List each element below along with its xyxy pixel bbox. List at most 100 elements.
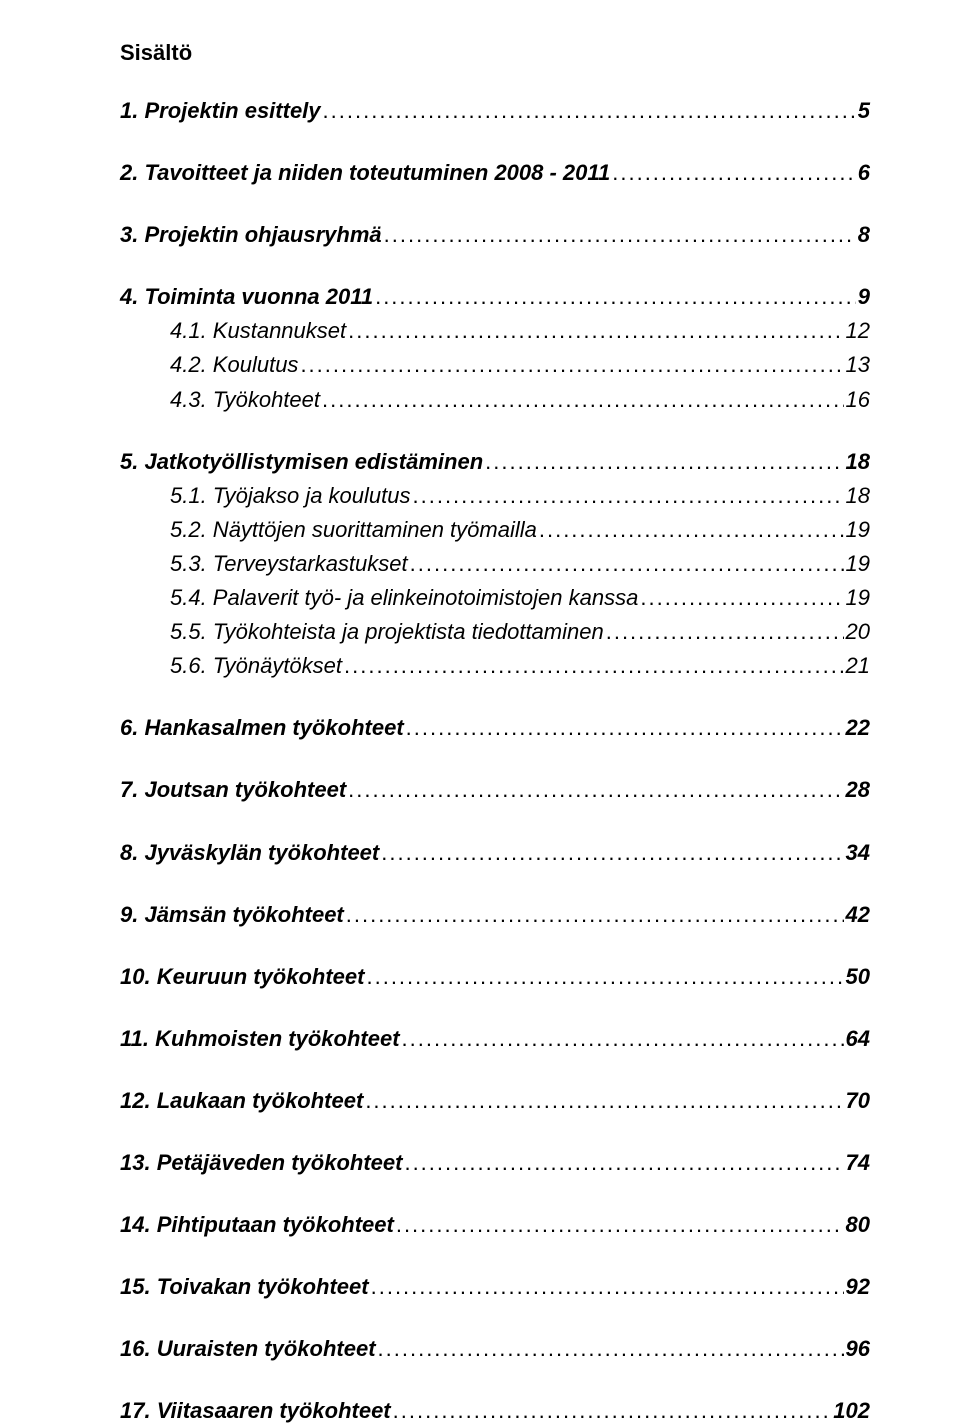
toc-entry-label: 5. Jatkotyöllistymisen edistäminen — [120, 445, 483, 479]
toc-gap — [120, 252, 870, 280]
toc-gap — [120, 683, 870, 711]
toc-gap — [120, 1366, 870, 1394]
toc-entry-label: 15. Toivakan työkohteet — [120, 1270, 369, 1304]
toc-entry: 9. Jämsän työkohteet 42 — [120, 898, 870, 932]
toc-entry: 10. Keuruun työkohteet 50 — [120, 960, 870, 994]
toc-entry: 2. Tavoitteet ja niiden toteutuminen 200… — [120, 156, 870, 190]
toc-leader — [375, 280, 856, 314]
toc-entry-label: 7. Joutsan työkohteet — [120, 773, 346, 807]
toc-entry-page: 9 — [858, 280, 870, 314]
toc-entry-label: 5.4. Palaverit työ- ja elinkeinotoimisto… — [170, 581, 638, 615]
toc-list: 1. Projektin esittely 5 2. Tavoitteet ja n… — [120, 94, 870, 1428]
toc-entry-label: 5.1. Työjakso ja koulutus — [170, 479, 411, 513]
toc-entry-page: 34 — [846, 836, 870, 870]
toc-leader — [640, 581, 843, 615]
toc-leader — [365, 1084, 843, 1118]
toc-gap — [120, 994, 870, 1022]
toc-entry-label: 13. Petäjäveden työkohteet — [120, 1146, 402, 1180]
toc-entry: 17. Viitasaaren työkohteet 102 — [120, 1394, 870, 1428]
toc-gap — [120, 1304, 870, 1332]
toc-entry-label: 2. Tavoitteet ja niiden toteutuminen 200… — [120, 156, 610, 190]
toc-entry-page: 92 — [846, 1270, 870, 1304]
toc-entry-page: 42 — [846, 898, 870, 932]
toc-leader — [348, 314, 843, 348]
toc-gap — [120, 128, 870, 156]
toc-entry-label: 6. Hankasalmen työkohteet — [120, 711, 404, 745]
toc-entry: 5.3. Terveystarkastukset 19 — [120, 547, 870, 581]
toc-gap — [120, 1180, 870, 1208]
toc-title: Sisältö — [120, 40, 870, 66]
toc-gap — [120, 417, 870, 445]
toc-entry: 5.1. Työjakso ja koulutus 18 — [120, 479, 870, 513]
toc-entry-page: 13 — [846, 348, 870, 382]
toc-leader — [384, 218, 856, 252]
toc-leader — [404, 1146, 843, 1180]
toc-gap — [120, 745, 870, 773]
toc-entry-label: 5.3. Terveystarkastukset — [170, 547, 408, 581]
toc-leader — [410, 547, 844, 581]
toc-leader — [381, 836, 843, 870]
toc-entry: 4.2. Koulutus 13 — [120, 348, 870, 382]
toc-leader — [406, 711, 844, 745]
toc-entry-page: 70 — [846, 1084, 870, 1118]
toc-leader — [402, 1022, 844, 1056]
toc-entry-page: 74 — [846, 1146, 870, 1180]
toc-entry-page: 16 — [846, 383, 870, 417]
toc-entry: 5.6. Työnäytökset21 — [120, 649, 870, 683]
toc-entry-page: 102 — [833, 1394, 870, 1428]
toc-gap — [120, 1118, 870, 1146]
toc-entry-label: 10. Keuruun työkohteet — [120, 960, 364, 994]
toc-entry-label: 9. Jämsän työkohteet — [120, 898, 344, 932]
toc-entry-page: 19 — [846, 513, 870, 547]
toc-entry-label: 4.1. Kustannukset — [170, 314, 346, 348]
toc-entry-page: 19 — [846, 581, 870, 615]
toc-leader — [612, 156, 856, 190]
toc-entry-page: 6 — [858, 156, 870, 190]
toc-entry-label: 14. Pihtiputaan työkohteet — [120, 1208, 394, 1242]
toc-entry: 4.1. Kustannukset 12 — [120, 314, 870, 348]
toc-entry-page: 64 — [846, 1022, 870, 1056]
toc-entry-page: 19 — [846, 547, 870, 581]
toc-entry-page: 28 — [846, 773, 870, 807]
toc-gap — [120, 932, 870, 960]
toc-leader — [300, 348, 843, 382]
toc-leader — [371, 1270, 844, 1304]
toc-entry-page: 18 — [846, 479, 870, 513]
toc-entry: 14. Pihtiputaan työkohteet 80 — [120, 1208, 870, 1242]
toc-entry-label: 1. Projektin esittely — [120, 94, 321, 128]
toc-leader — [344, 649, 844, 683]
toc-entry: 4. Toiminta vuonna 20119 — [120, 280, 870, 314]
toc-leader — [485, 445, 843, 479]
toc-leader — [606, 615, 844, 649]
toc-entry-page: 96 — [846, 1332, 870, 1366]
toc-entry-page: 50 — [846, 960, 870, 994]
toc-entry-label: 4.2. Koulutus — [170, 348, 298, 382]
toc-entry-page: 18 — [846, 445, 870, 479]
toc-entry-page: 22 — [846, 711, 870, 745]
toc-leader — [396, 1208, 844, 1242]
toc-entry-page: 12 — [846, 314, 870, 348]
toc-leader — [348, 773, 843, 807]
toc-entry: 16. Uuraisten työkohteet96 — [120, 1332, 870, 1366]
toc-gap — [120, 808, 870, 836]
toc-entry-label: 5.5. Työkohteista ja projektista tiedott… — [170, 615, 604, 649]
toc-entry: 12. Laukaan työkohteet 70 — [120, 1084, 870, 1118]
toc-leader — [413, 479, 844, 513]
toc-gap — [120, 190, 870, 218]
toc-entry: 4.3. Työkohteet 16 — [120, 383, 870, 417]
toc-entry-label: 4.3. Työkohteet — [170, 383, 320, 417]
toc-entry-label: 8. Jyväskylän työkohteet — [120, 836, 379, 870]
toc-gap — [120, 1242, 870, 1270]
toc-entry-page: 80 — [846, 1208, 870, 1242]
toc-entry-label: 17. Viitasaaren työkohteet — [120, 1394, 391, 1428]
toc-entry: 6. Hankasalmen työkohteet 22 — [120, 711, 870, 745]
toc-entry: 5.5. Työkohteista ja projektista tiedott… — [120, 615, 870, 649]
toc-gap — [120, 870, 870, 898]
toc-entry-page: 5 — [858, 94, 870, 128]
toc-entry-label: 12. Laukaan työkohteet — [120, 1084, 363, 1118]
toc-entry: 5.2. Näyttöjen suorittaminen työmailla19 — [120, 513, 870, 547]
toc-entry: 8. Jyväskylän työkohteet 34 — [120, 836, 870, 870]
toc-entry-page: 20 — [846, 615, 870, 649]
toc-entry: 7. Joutsan työkohteet 28 — [120, 773, 870, 807]
toc-entry-label: 11. Kuhmoisten työkohteet — [120, 1022, 400, 1056]
